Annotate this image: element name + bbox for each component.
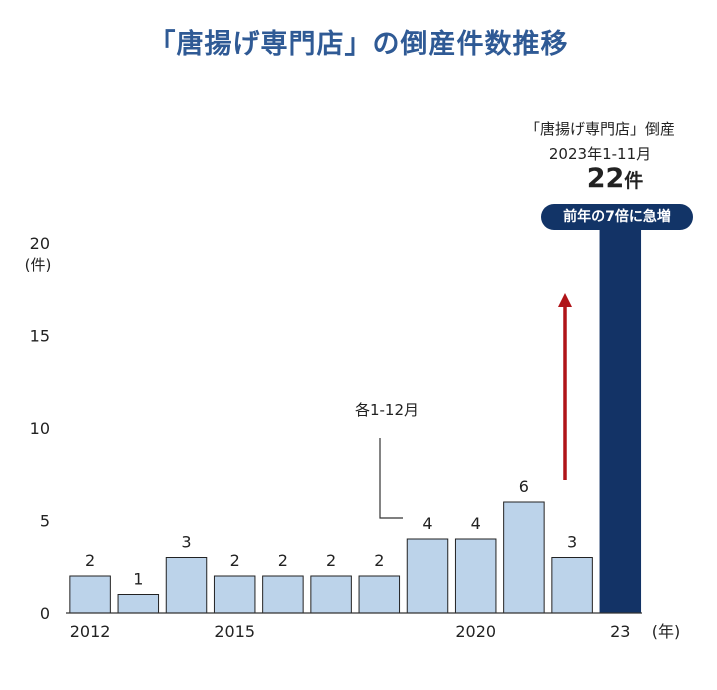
bar-2017 <box>310 575 352 614</box>
value-label-2018: 2 <box>374 551 384 570</box>
y-axis: 0 5 10 15 20 <box>30 234 50 623</box>
annotation-period-label: 各1-12月 <box>355 401 419 419</box>
y-tick-label: 20 <box>30 234 50 253</box>
bar-2019 <box>406 538 449 614</box>
x-axis-unit: (年) <box>652 622 681 641</box>
callout-badge: 前年の7倍に急増 <box>541 204 693 230</box>
y-tick-label: 10 <box>30 419 50 438</box>
callout-period: 2023年1-11月 <box>548 145 652 163</box>
value-label-2019: 4 <box>422 514 432 533</box>
callout-count-value: 22 <box>586 163 625 194</box>
bar-2015 <box>213 575 256 614</box>
chart-title: 「唐揚げ専門店」の倒産件数推移 <box>148 29 569 60</box>
value-label-2022: 3 <box>567 533 577 552</box>
x-axis: 2012 2015 2020 23 <box>70 622 631 641</box>
y-tick-label: 0 <box>40 604 50 623</box>
value-label-2016: 2 <box>278 551 288 570</box>
callout-title: 「唐揚げ専門店」倒産 <box>524 120 675 138</box>
y-axis-unit: (件) <box>25 256 52 274</box>
bar-2022 <box>551 557 593 614</box>
bars <box>69 205 642 614</box>
value-label-2015: 2 <box>230 551 240 570</box>
value-label-2014: 3 <box>181 533 191 552</box>
value-labels: 2 1 3 2 2 2 2 4 4 6 3 <box>85 477 577 589</box>
callout-count-unit: 件 <box>624 170 644 192</box>
x-tick-label: 23 <box>610 622 630 641</box>
value-label-2017: 2 <box>326 551 336 570</box>
value-label-2021: 6 <box>519 477 529 496</box>
bar-2020 <box>454 538 497 614</box>
x-tick-label: 2012 <box>70 622 111 641</box>
x-tick-label: 2020 <box>455 622 496 641</box>
x-tick-label: 2015 <box>214 622 255 641</box>
y-tick-label: 5 <box>40 512 50 531</box>
value-label-2012: 2 <box>85 551 95 570</box>
callout-count: 22件 <box>560 163 670 194</box>
increase-arrow-head <box>558 293 572 307</box>
value-label-2013: 1 <box>133 570 143 589</box>
annotation-leader-line <box>379 438 403 519</box>
bar-2016 <box>262 575 304 614</box>
increase-arrow <box>558 293 572 480</box>
bar-2021 <box>503 501 545 614</box>
value-label-2020: 4 <box>471 514 481 533</box>
bar-2018 <box>358 575 401 614</box>
bar-2013 <box>117 594 160 614</box>
y-tick-label: 15 <box>30 327 50 346</box>
bar-2012 <box>69 575 111 614</box>
bar-2023 <box>599 205 642 614</box>
bar-2014 <box>165 557 208 614</box>
